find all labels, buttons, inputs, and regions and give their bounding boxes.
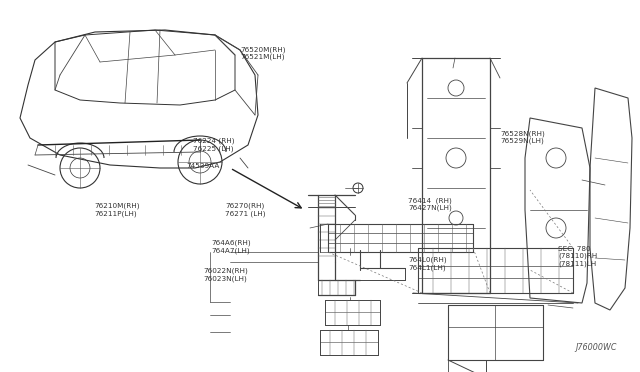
Text: J76000WC: J76000WC bbox=[575, 343, 616, 352]
Text: 76528N(RH)
76529N(LH): 76528N(RH) 76529N(LH) bbox=[500, 130, 545, 144]
Text: 74539AA: 74539AA bbox=[187, 163, 220, 169]
Text: 76022N(RH)
76023N(LH): 76022N(RH) 76023N(LH) bbox=[204, 268, 248, 282]
Text: 76414  (RH)
76427N(LH): 76414 (RH) 76427N(LH) bbox=[408, 197, 452, 211]
Text: 764L0(RH)
764L1(LH): 764L0(RH) 764L1(LH) bbox=[408, 257, 447, 271]
Text: SEC. 780
(78110)RH
(78111)LH: SEC. 780 (78110)RH (78111)LH bbox=[558, 246, 597, 266]
Text: 76224 (RH)
76225 (LH): 76224 (RH) 76225 (LH) bbox=[193, 138, 235, 152]
Text: 76520M(RH)
76521M(LH): 76520M(RH) 76521M(LH) bbox=[240, 46, 285, 61]
Text: 764A6(RH)
764A7(LH): 764A6(RH) 764A7(LH) bbox=[211, 240, 251, 254]
Text: 76210M(RH)
76211P(LH): 76210M(RH) 76211P(LH) bbox=[95, 203, 140, 217]
Text: 76270(RH)
76271 (LH): 76270(RH) 76271 (LH) bbox=[225, 203, 266, 217]
